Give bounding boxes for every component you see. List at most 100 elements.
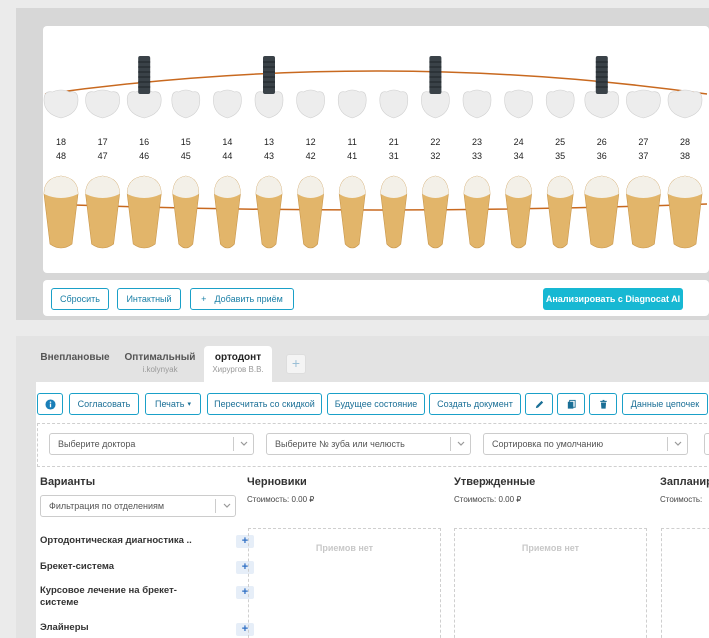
- sort-select[interactable]: Сортировка по умолчанию: [483, 433, 688, 455]
- tooth-number-upper[interactable]: 24: [513, 137, 524, 147]
- tooth-number-upper[interactable]: 21: [388, 137, 399, 147]
- upper-tooth-21: [379, 89, 409, 119]
- lower-crown-47: [85, 176, 120, 198]
- upper-tooth-13: [254, 89, 284, 119]
- info-icon: [44, 398, 56, 410]
- tooth-number-upper[interactable]: 16: [139, 137, 150, 147]
- intact-button[interactable]: Интактный: [117, 288, 181, 310]
- lower-crown-45: [172, 176, 199, 198]
- edit-button[interactable]: [525, 393, 553, 415]
- empty-message: Приемов нет: [521, 543, 580, 553]
- tooth-number-lower[interactable]: 47: [97, 151, 108, 161]
- variant-item[interactable]: Элайнеры: [40, 622, 89, 633]
- upper-tooth-15: [171, 89, 201, 119]
- approved-dropzone[interactable]: Приемов нет: [454, 528, 647, 638]
- upper-tooth-28: [667, 89, 703, 119]
- chevron-down-icon: [674, 441, 682, 446]
- tooth-number-upper[interactable]: 27: [638, 137, 649, 147]
- info-button[interactable]: [37, 393, 63, 415]
- recalc-discount-button[interactable]: Пересчитать со скидкой: [207, 393, 322, 415]
- extra-select[interactable]: [704, 433, 709, 455]
- tooth-number-upper[interactable]: 22: [430, 137, 441, 147]
- tab-optimal[interactable]: Оптимальный i.kolynyak: [120, 346, 200, 380]
- tooth-number-lower[interactable]: 45: [180, 151, 191, 161]
- print-button[interactable]: Печать ▾: [145, 393, 201, 415]
- planned-dropzone[interactable]: [661, 528, 709, 638]
- tooth-number-upper[interactable]: 28: [679, 137, 690, 147]
- chain-data-button[interactable]: Данные цепочек: [622, 393, 708, 415]
- add-variant-button[interactable]: +: [236, 586, 254, 599]
- tab-unplanned[interactable]: Внеплановые: [36, 346, 114, 380]
- tooth-number-lower[interactable]: 41: [347, 151, 358, 161]
- tooth-number-lower[interactable]: 37: [638, 151, 649, 161]
- tooth-number-upper[interactable]: 14: [222, 137, 233, 147]
- tab-orthodontist[interactable]: ортодонт Хирургов В.В.: [204, 346, 272, 382]
- tooth-number-lower[interactable]: 42: [305, 151, 316, 161]
- tooth-number-lower[interactable]: 44: [222, 151, 233, 161]
- tooth-number-lower[interactable]: 36: [596, 151, 607, 161]
- tooth-number-upper[interactable]: 26: [596, 137, 607, 147]
- tooth-number-upper[interactable]: 11: [347, 137, 357, 147]
- variant-item[interactable]: Брекет-система: [40, 561, 115, 572]
- tooth-number-upper[interactable]: 23: [471, 137, 482, 147]
- department-filter-select[interactable]: Фильтрация по отделениям: [40, 495, 236, 517]
- dental-chart-panel: 18 48 17 47 16 46 15 45 14 44 13 43 12 42 11 41 21 31 22 32…: [16, 8, 709, 320]
- variant-item[interactable]: Ортодонтическая диагностика ..: [40, 535, 192, 546]
- tooth-number-lower[interactable]: 43: [263, 151, 274, 161]
- lower-crown-32: [422, 176, 449, 198]
- tooth-number-upper[interactable]: 12: [305, 137, 316, 147]
- treatment-plans-panel: Внеплановые Оптимальный i.kolynyak ортод…: [16, 336, 709, 638]
- tooth-number-lower[interactable]: 31: [388, 151, 399, 161]
- tooth-number-upper[interactable]: 17: [97, 137, 108, 147]
- filters-bar: Выберите доктора Выберите № зуба или чел…: [37, 423, 709, 467]
- lower-crown-42: [297, 176, 324, 198]
- tooth-number-lower[interactable]: 33: [471, 151, 482, 161]
- delete-button[interactable]: [589, 393, 617, 415]
- pencil-icon: [535, 400, 543, 408]
- add-tab-button[interactable]: +: [286, 354, 306, 374]
- add-visit-label: Добавить приём: [214, 294, 283, 304]
- create-document-button[interactable]: Создать документ: [429, 393, 521, 415]
- implant-13: [263, 56, 275, 94]
- chevron-down-icon: [457, 441, 465, 446]
- upper-tooth-11: [337, 89, 367, 119]
- agree-button[interactable]: Согласовать: [69, 393, 139, 415]
- add-variant-button[interactable]: +: [236, 561, 254, 574]
- lower-crown-36: [584, 176, 619, 198]
- copy-button[interactable]: [557, 393, 585, 415]
- lower-crown-33: [464, 176, 490, 198]
- tooth-number-upper[interactable]: 15: [180, 137, 191, 147]
- add-variant-button[interactable]: +: [236, 535, 254, 548]
- tooth-number-lower[interactable]: 38: [679, 151, 690, 161]
- tooth-number-upper[interactable]: 25: [555, 137, 566, 147]
- add-visit-button[interactable]: + Добавить приём: [190, 288, 294, 310]
- drafts-dropzone[interactable]: Приемов нет: [248, 528, 441, 638]
- doctor-select[interactable]: Выберите доктора: [49, 433, 254, 455]
- reset-button[interactable]: Сбросить: [51, 288, 109, 310]
- tooth-number-upper[interactable]: 18: [55, 137, 66, 147]
- future-state-button[interactable]: Будущее состояние: [327, 393, 425, 415]
- lower-crown-44: [214, 176, 241, 198]
- lower-crown-46: [127, 176, 162, 198]
- tooth-number-lower[interactable]: 34: [513, 151, 524, 161]
- sort-select-value: Сортировка по умолчанию: [492, 439, 604, 449]
- upper-tooth-14: [213, 89, 242, 119]
- upper-tooth-27: [626, 89, 661, 119]
- tooth-select[interactable]: Выберите № зуба или челюсть: [266, 433, 471, 455]
- tooth-select-value: Выберите № зуба или челюсть: [275, 439, 405, 449]
- tab-title: Оптимальный: [124, 352, 196, 363]
- lower-crown-37: [626, 176, 661, 198]
- implant-22: [429, 56, 442, 94]
- variant-item[interactable]: Курсовое лечение на брекет-системе: [40, 585, 177, 608]
- lower-crown-34: [505, 176, 532, 198]
- approved-title: Утвержденные: [454, 476, 536, 488]
- tooth-number-lower[interactable]: 35: [555, 151, 566, 161]
- add-variant-button[interactable]: +: [236, 623, 254, 636]
- tooth-number-upper[interactable]: 13: [263, 137, 274, 147]
- tooth-number-lower[interactable]: 48: [55, 151, 66, 161]
- tooth-number-lower[interactable]: 46: [139, 151, 150, 161]
- tooth-number-lower[interactable]: 32: [430, 151, 441, 161]
- chevron-down-icon: [223, 503, 231, 508]
- caret-down-icon: ▾: [187, 401, 191, 408]
- analyze-diagnocat-button[interactable]: Анализировать с Diagnocat AI: [543, 288, 683, 310]
